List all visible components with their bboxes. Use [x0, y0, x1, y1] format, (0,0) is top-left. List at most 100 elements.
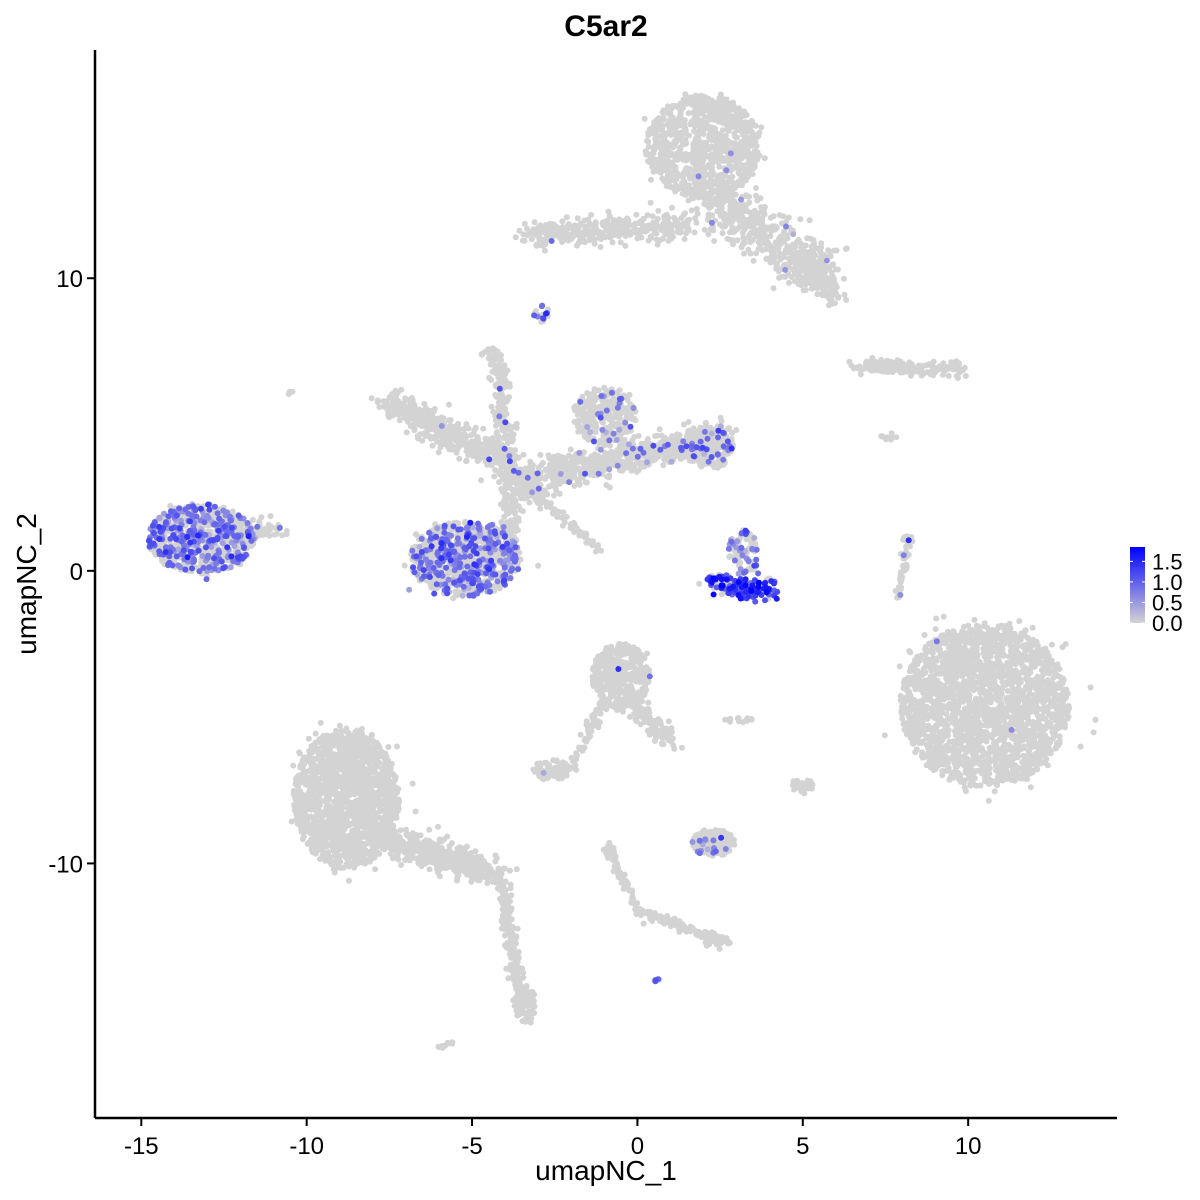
cell-point	[647, 199, 654, 206]
cell-point	[835, 293, 842, 300]
cell-point	[691, 146, 698, 153]
cell-point	[665, 110, 672, 117]
cell-point	[742, 119, 749, 126]
cell-point	[463, 458, 470, 465]
cell-point	[807, 268, 814, 275]
cell-point	[749, 171, 756, 177]
cell-point	[419, 408, 426, 414]
cell-point	[510, 489, 517, 496]
cell-point	[495, 453, 502, 460]
cell-point	[661, 215, 668, 222]
cell-point	[606, 484, 613, 491]
cell-point	[471, 451, 478, 458]
cell-point	[523, 467, 530, 474]
cell-point	[659, 222, 666, 229]
cell-point	[546, 222, 552, 229]
cell-point	[386, 394, 393, 400]
cell-point	[550, 471, 556, 478]
cell-point	[700, 139, 707, 146]
cell-point	[551, 492, 557, 499]
cell-point	[724, 156, 731, 162]
cell-point	[666, 124, 673, 131]
cell-point	[497, 471, 504, 478]
cell-point	[770, 285, 777, 292]
cell-point	[749, 212, 756, 219]
cell-point	[718, 142, 725, 149]
cell-point	[616, 216, 623, 223]
cell-point	[827, 296, 834, 303]
cell-point	[561, 457, 567, 463]
cell-point	[563, 513, 570, 520]
cell-point	[652, 220, 658, 226]
cell-point	[623, 411, 630, 418]
cell-point	[590, 227, 597, 234]
cell-point	[597, 461, 604, 468]
cell-point	[691, 178, 698, 185]
cell-point	[737, 153, 743, 160]
cell-point	[713, 115, 720, 122]
cell-point	[623, 394, 630, 401]
cell-point	[478, 477, 484, 484]
cell-point	[893, 366, 900, 373]
cell-point	[653, 230, 660, 237]
cell-point	[717, 174, 723, 181]
cell-point	[633, 211, 640, 218]
cell-point	[711, 181, 718, 188]
cell-point	[802, 287, 809, 293]
cell-point	[472, 424, 479, 431]
cell-point	[512, 528, 519, 535]
cell-point	[537, 451, 544, 458]
cell-point	[516, 227, 523, 234]
cell-point	[826, 291, 833, 298]
cell-point	[477, 442, 484, 448]
cell-point	[587, 471, 593, 478]
cell-point	[645, 129, 652, 136]
cell-point	[694, 131, 701, 138]
cell-point	[429, 442, 436, 449]
cell-point	[644, 437, 651, 443]
cell-point	[520, 451, 527, 458]
cell-point	[488, 403, 495, 410]
cell-point	[421, 430, 428, 437]
cell-point	[753, 185, 759, 191]
cell-point	[563, 214, 570, 221]
cell-point	[519, 508, 526, 515]
cell-point	[408, 395, 415, 401]
cell-point	[273, 530, 280, 537]
cell-point	[668, 105, 675, 112]
cell-point	[539, 460, 546, 466]
cell-point	[596, 230, 603, 237]
cell-point	[453, 443, 460, 450]
cell-point	[585, 232, 592, 239]
cell-point	[752, 149, 759, 156]
cell-point	[559, 522, 566, 529]
cell-point	[749, 129, 756, 136]
cell-point	[632, 220, 639, 227]
cell-point	[597, 244, 604, 250]
cell-point	[741, 136, 748, 143]
cell-point	[258, 514, 265, 521]
cell-point	[684, 217, 691, 224]
cell-point	[773, 224, 780, 231]
cell-point	[719, 230, 726, 237]
cell-point	[725, 127, 732, 133]
cell-point	[702, 165, 709, 171]
cell-point	[576, 228, 582, 235]
cell-point	[732, 211, 739, 218]
cell-point	[566, 460, 573, 467]
cell-point	[229, 508, 236, 515]
cell-point	[448, 442, 455, 449]
cell-point	[535, 562, 542, 569]
cell-point	[686, 100, 693, 107]
cell-point	[841, 291, 848, 298]
cell-point	[752, 220, 759, 226]
cell-point	[505, 463, 512, 470]
cell-point	[604, 473, 610, 480]
cell-point	[644, 137, 650, 144]
cell-point	[463, 447, 470, 454]
cell-point	[496, 479, 503, 486]
cell-point	[642, 228, 648, 235]
cell-point	[930, 358, 937, 365]
cell-point	[815, 259, 822, 266]
cell-point	[567, 521, 574, 528]
